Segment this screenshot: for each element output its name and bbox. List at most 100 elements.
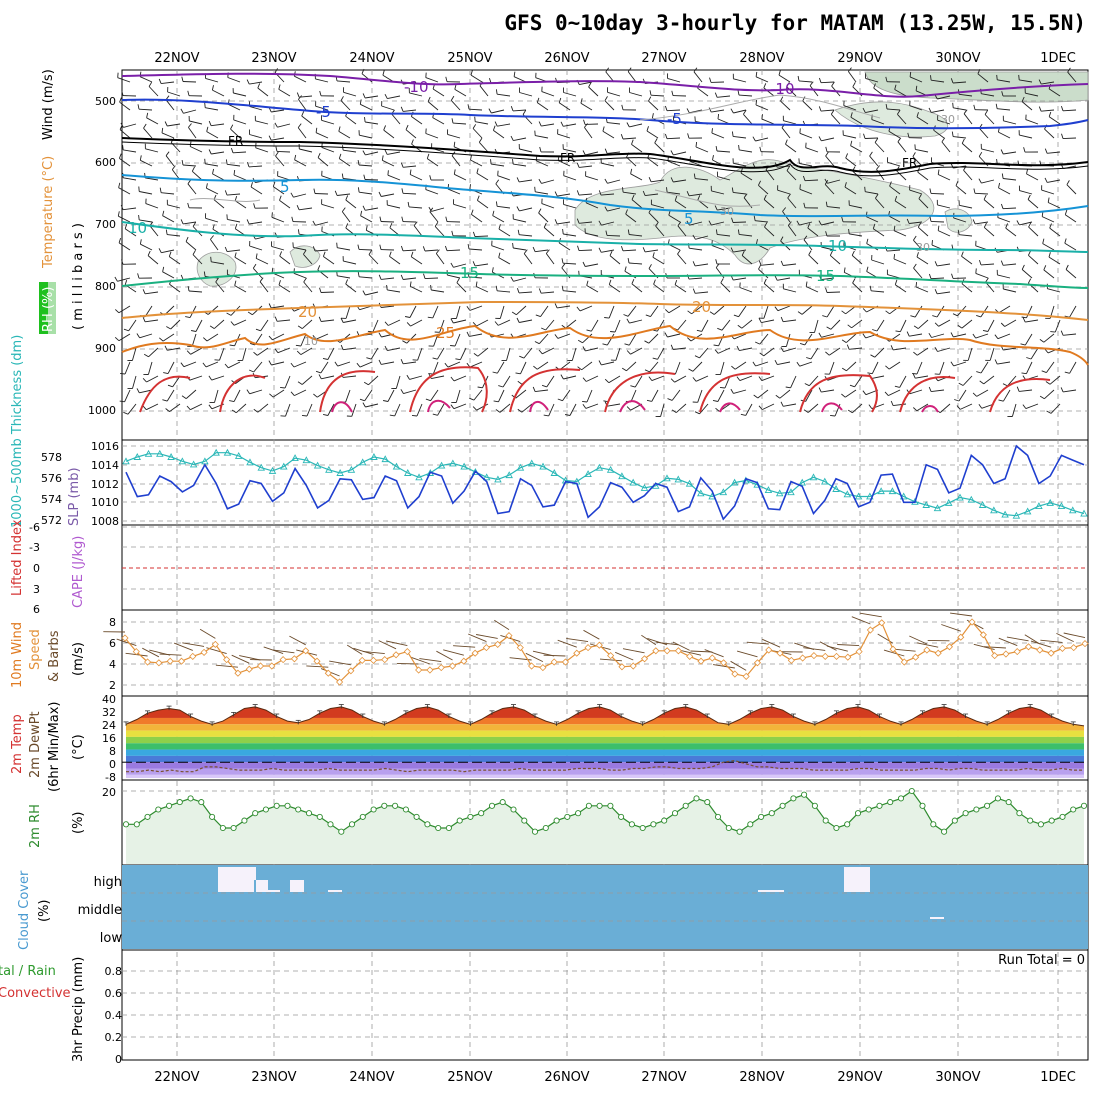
wind-barb xyxy=(961,143,973,153)
wind10-point xyxy=(1081,640,1089,648)
thickness-point xyxy=(719,488,728,496)
wind-barb xyxy=(997,217,1011,223)
thickness-point xyxy=(606,465,615,473)
wind-barb-flag xyxy=(736,345,740,351)
wind-barb-flag xyxy=(136,333,140,339)
wind-barb-flag xyxy=(1044,148,1048,154)
wind-barb xyxy=(321,146,335,153)
wind-barb-flag xyxy=(246,389,250,395)
wind-barb xyxy=(626,361,637,372)
wind-barb-flag xyxy=(297,229,300,235)
wind-barb xyxy=(139,76,153,83)
rh2m-point xyxy=(833,824,840,832)
wind-barb xyxy=(523,253,533,265)
slp-tick: 1008 xyxy=(91,515,119,528)
wind-barb-flag xyxy=(928,386,932,392)
wind-barb-flag xyxy=(645,314,651,318)
wind-barb-flag xyxy=(885,365,890,370)
wind10-barb xyxy=(173,642,193,651)
wind-barb-flag xyxy=(849,384,855,388)
wind-barb xyxy=(394,403,401,417)
rh2m-point xyxy=(198,799,205,806)
wind-barb-flag xyxy=(803,202,806,208)
wind-barb xyxy=(123,149,137,153)
contour-label: 10 xyxy=(304,335,318,348)
wind-barb-flag xyxy=(890,400,894,406)
wind-barb xyxy=(403,109,417,112)
wind-barb xyxy=(651,179,665,183)
wind-barb-flag xyxy=(951,273,954,279)
wind-barb-flag xyxy=(825,231,828,237)
wind-barb-flag xyxy=(906,331,910,337)
rh2m-point xyxy=(1070,806,1077,813)
wind-barb xyxy=(477,200,489,209)
wind10-point xyxy=(720,659,728,667)
wind10-point xyxy=(776,649,784,657)
wind-barb xyxy=(651,204,665,209)
wind-barb-flag xyxy=(928,107,932,113)
wind10-point xyxy=(889,645,897,653)
wind-barb xyxy=(941,141,951,153)
wind-barb xyxy=(931,79,945,83)
wind-barb xyxy=(711,244,725,251)
wind-barb xyxy=(783,288,797,293)
wind10-barb xyxy=(215,664,238,668)
thickness-point xyxy=(956,493,964,501)
wind-barb-flag xyxy=(208,120,212,126)
wind-barb-flag xyxy=(624,266,627,272)
wind-barb xyxy=(806,286,819,293)
wind10-barb xyxy=(883,649,905,657)
pressure-tick: 700 xyxy=(95,218,116,231)
wind10-barb xyxy=(859,612,882,618)
wind-barb xyxy=(1007,375,1017,387)
wind-barb xyxy=(145,319,159,323)
wind-barb xyxy=(830,113,841,125)
wind-barb xyxy=(542,347,555,355)
rh2m-point xyxy=(219,824,226,832)
wind-barb-flag xyxy=(278,84,281,90)
wind-barb xyxy=(540,305,549,317)
wind-barb xyxy=(147,361,153,375)
wind-barb xyxy=(1019,79,1033,83)
wind-barb xyxy=(453,403,467,410)
rh2m-point xyxy=(359,813,366,820)
thickness-point xyxy=(1046,498,1054,506)
wind-barb-flag xyxy=(937,169,940,175)
wind-barb xyxy=(981,179,995,184)
wind-barb xyxy=(761,263,775,266)
wind-barb-flag xyxy=(410,251,414,257)
wind-barb-flag xyxy=(516,317,520,323)
wind-barb-flag xyxy=(269,393,274,398)
wind-barb-flag xyxy=(516,288,520,294)
thickness-point xyxy=(595,463,604,471)
wind-barb xyxy=(953,333,967,338)
wind-barb xyxy=(786,170,797,181)
thickness-point xyxy=(854,492,863,500)
wind-barb xyxy=(468,276,483,279)
wind-barb-flag xyxy=(576,162,580,168)
wind-barb xyxy=(1030,347,1039,360)
ylabel-wind10-c: & Barbs xyxy=(47,630,62,682)
wind-barb-flag xyxy=(400,106,404,112)
wind-barb xyxy=(1062,137,1077,140)
wind-barb xyxy=(183,361,197,368)
thickness-point xyxy=(1012,511,1021,519)
wind-barb xyxy=(916,116,929,125)
wind-barb-flag xyxy=(782,207,787,212)
wind-barb-flag xyxy=(368,250,372,255)
wind-barb-flag xyxy=(873,83,876,89)
wind-barb-flag xyxy=(977,69,981,74)
wind-barb-flag xyxy=(1005,223,1009,229)
wind-barb xyxy=(368,375,379,386)
wind-barb-flag xyxy=(317,265,321,271)
wind-barb xyxy=(327,403,335,416)
wind10-barb xyxy=(272,649,295,654)
wind-barb xyxy=(430,389,439,401)
wind-barb xyxy=(805,389,813,402)
wind-barb xyxy=(937,119,951,125)
wind10-barb xyxy=(672,641,690,651)
wind10-tick: 4 xyxy=(109,658,116,671)
pressure-tick: 1000 xyxy=(88,404,116,417)
temperature-contours xyxy=(121,72,1089,413)
wind-barb-flag xyxy=(602,343,608,346)
